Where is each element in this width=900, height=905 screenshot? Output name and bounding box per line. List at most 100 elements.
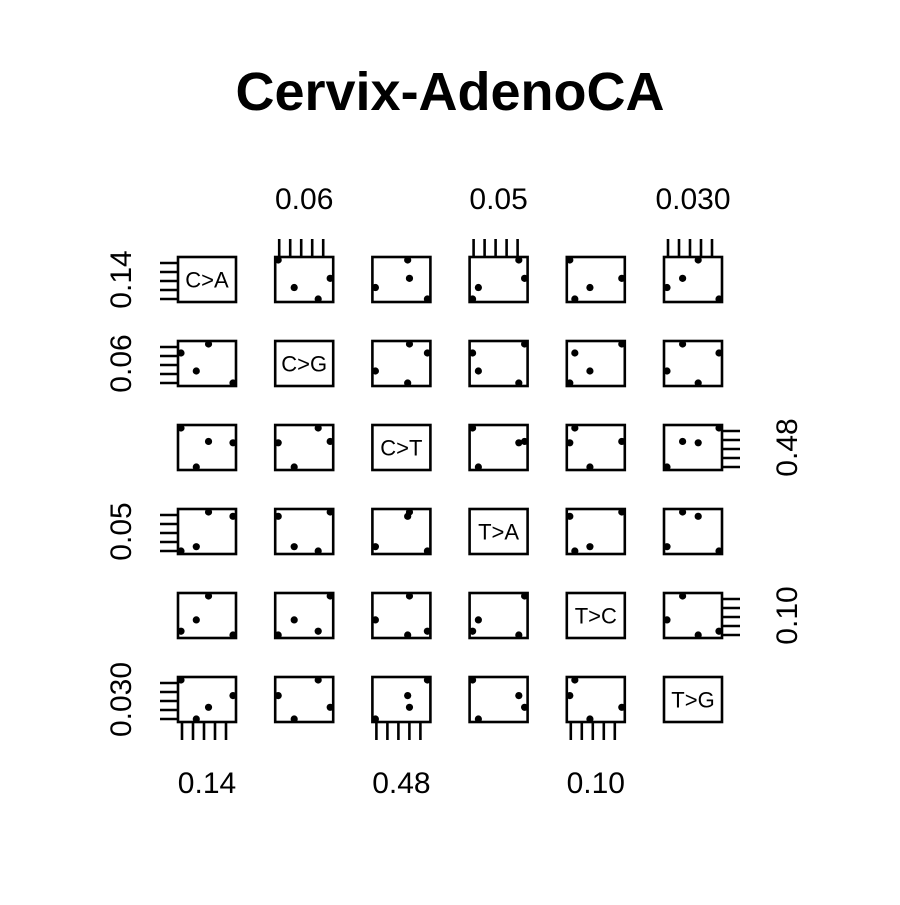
diagonal-label-c-to-t: C>T (380, 436, 422, 461)
point-c-to-g-vs-t-to-c-4 (571, 349, 579, 357)
point-t-to-c-vs-t-to-g-2 (663, 616, 671, 624)
point-t-to-a-vs-c-to-g-2 (290, 543, 298, 551)
point-c-to-t-vs-t-to-g-3 (694, 439, 702, 447)
point-c-to-g-vs-t-to-a-4 (469, 349, 477, 357)
point-t-to-a-vs-t-to-g-2 (663, 543, 671, 551)
point-t-to-a-vs-t-to-c-3 (566, 512, 574, 520)
point-c-to-g-vs-c-to-a-3 (229, 379, 237, 387)
point-t-to-a-vs-c-to-g-3 (274, 512, 282, 520)
point-t-to-a-vs-c-to-g-4 (314, 547, 322, 555)
point-t-to-a-vs-t-to-c-2 (586, 543, 594, 551)
panel-t-to-c-vs-c-to-g (273, 591, 335, 640)
panel-c-to-t-vs-t-to-a (468, 423, 529, 472)
point-c-to-t-vs-t-to-a-2 (474, 463, 482, 471)
point-c-to-t-vs-t-to-c-2 (586, 463, 594, 471)
point-c-to-a-vs-t-to-g-2 (663, 283, 671, 292)
point-c-to-a-vs-t-to-a-3 (515, 256, 523, 264)
point-c-to-a-vs-t-to-g-3 (694, 256, 702, 264)
point-t-to-g-vs-c-to-a-2 (192, 715, 200, 723)
point-t-to-c-vs-c-to-t-1 (405, 592, 414, 600)
point-t-to-c-vs-c-to-g-3 (274, 631, 282, 639)
point-t-to-c-vs-c-to-a-1 (204, 592, 213, 600)
panel-c-to-g-vs-c-to-t (371, 339, 432, 388)
panel-t-to-c-vs-c-to-a (176, 591, 238, 640)
point-t-to-g-vs-t-to-a-1 (521, 703, 529, 711)
x-tick-label-t-to-c: 0.10 (567, 767, 625, 800)
point-t-to-c-vs-c-to-g-4 (314, 627, 322, 635)
panel-c-to-g-vs-t-to-g (662, 339, 724, 388)
panel-t-to-c-vs-t-to-g (662, 591, 724, 640)
point-c-to-t-vs-t-to-a-4 (469, 424, 477, 432)
point-c-to-t-vs-c-to-a-4 (177, 424, 185, 432)
x-tick-label-c-to-g: 0.06 (275, 183, 333, 216)
y-tick-label-t-to-g: 0.030 (105, 662, 138, 737)
point-c-to-t-vs-t-to-g-1 (679, 437, 687, 446)
point-c-to-a-vs-c-to-t-4 (423, 295, 431, 303)
point-c-to-a-vs-t-to-a-1 (521, 274, 529, 282)
panel-c-to-a-vs-c-to-g (273, 255, 335, 304)
point-c-to-t-vs-t-to-c-1 (618, 437, 626, 446)
point-c-to-g-vs-c-to-a-1 (204, 340, 213, 348)
point-c-to-a-vs-t-to-a-2 (474, 283, 482, 292)
point-t-to-c-vs-t-to-a-2 (474, 616, 482, 624)
point-t-to-a-vs-c-to-a-2 (192, 543, 200, 551)
point-c-to-g-vs-t-to-c-1 (618, 340, 626, 348)
point-c-to-a-vs-t-to-c-1 (618, 274, 626, 282)
point-t-to-g-vs-t-to-c-4 (571, 676, 579, 684)
diagonal-label-t-to-a: T>A (478, 520, 519, 545)
point-t-to-g-vs-t-to-a-4 (469, 676, 477, 684)
y-tick-label-t-to-a: 0.05 (105, 502, 138, 560)
point-c-to-a-vs-c-to-g-3 (274, 256, 282, 264)
point-t-to-c-vs-c-to-a-2 (192, 616, 200, 624)
point-t-to-g-vs-t-to-a-2 (474, 715, 482, 723)
panel-c-to-t-vs-t-to-c (565, 423, 627, 472)
point-t-to-c-vs-c-to-g-2 (290, 616, 298, 624)
point-t-to-a-vs-c-to-t-2 (371, 543, 379, 551)
point-c-to-t-vs-t-to-g-2 (663, 463, 671, 471)
point-t-to-c-vs-t-to-g-4 (715, 627, 723, 635)
point-t-to-a-vs-c-to-a-1 (204, 508, 213, 516)
point-t-to-c-vs-c-to-t-4 (423, 627, 431, 635)
y-tick-label-t-to-c: 0.10 (771, 586, 804, 644)
point-t-to-a-vs-c-to-a-3 (229, 512, 237, 520)
point-c-to-a-vs-c-to-g-2 (290, 283, 298, 292)
point-c-to-g-vs-t-to-a-1 (521, 340, 529, 348)
point-t-to-g-vs-c-to-t-2 (371, 715, 379, 723)
point-c-to-t-vs-t-to-a-3 (515, 439, 523, 447)
point-c-to-g-vs-t-to-a-2 (474, 367, 482, 375)
point-t-to-c-vs-c-to-t-3 (404, 631, 412, 639)
panel-t-to-c-vs-t-to-c (565, 591, 627, 640)
point-c-to-t-vs-c-to-g-2 (290, 463, 298, 471)
point-c-to-g-vs-c-to-t-1 (405, 340, 414, 348)
point-c-to-g-vs-t-to-g-4 (715, 349, 723, 357)
panel-t-to-a-vs-c-to-a (176, 507, 238, 556)
point-t-to-c-vs-c-to-a-3 (229, 631, 237, 639)
point-c-to-t-vs-t-to-c-4 (571, 424, 579, 432)
point-t-to-g-vs-c-to-a-3 (229, 692, 237, 700)
diagonal-label-t-to-c: T>C (575, 604, 617, 629)
point-t-to-a-vs-c-to-a-4 (177, 547, 185, 555)
point-c-to-g-vs-t-to-c-2 (586, 367, 594, 375)
panel-c-to-a-vs-t-to-c (565, 255, 627, 304)
point-t-to-a-vs-t-to-c-4 (571, 547, 579, 555)
point-c-to-g-vs-t-to-a-3 (515, 379, 523, 387)
chart-title: Cervix-AdenoCA (235, 62, 664, 122)
point-t-to-g-vs-c-to-g-1 (326, 703, 334, 711)
point-t-to-g-vs-c-to-a-4 (177, 676, 185, 684)
point-t-to-a-vs-c-to-t-4 (423, 547, 431, 555)
point-c-to-t-vs-c-to-a-2 (192, 463, 200, 471)
point-t-to-g-vs-c-to-g-2 (290, 715, 298, 723)
point-t-to-a-vs-t-to-g-4 (715, 547, 723, 555)
diagonal-label-c-to-a: C>A (185, 268, 229, 293)
point-t-to-a-vs-t-to-g-1 (679, 508, 687, 516)
point-c-to-a-vs-t-to-g-4 (715, 295, 723, 303)
panel-c-to-a-vs-t-to-g (662, 255, 724, 304)
panel-t-to-g-vs-t-to-g (662, 675, 724, 724)
panel-t-to-a-vs-t-to-c (565, 507, 627, 556)
panel-c-to-a-vs-t-to-a (468, 255, 529, 304)
panel-grid: C>A C>G C>T T>A T>C T>G 0.14 0.14 0.06 0.06 0.48 0.… (105, 183, 804, 800)
point-t-to-g-vs-t-to-c-3 (566, 692, 574, 700)
point-c-to-g-vs-t-to-g-1 (679, 340, 687, 348)
panel-t-to-g-vs-t-to-a (468, 675, 529, 724)
point-t-to-a-vs-t-to-c-1 (618, 508, 626, 516)
